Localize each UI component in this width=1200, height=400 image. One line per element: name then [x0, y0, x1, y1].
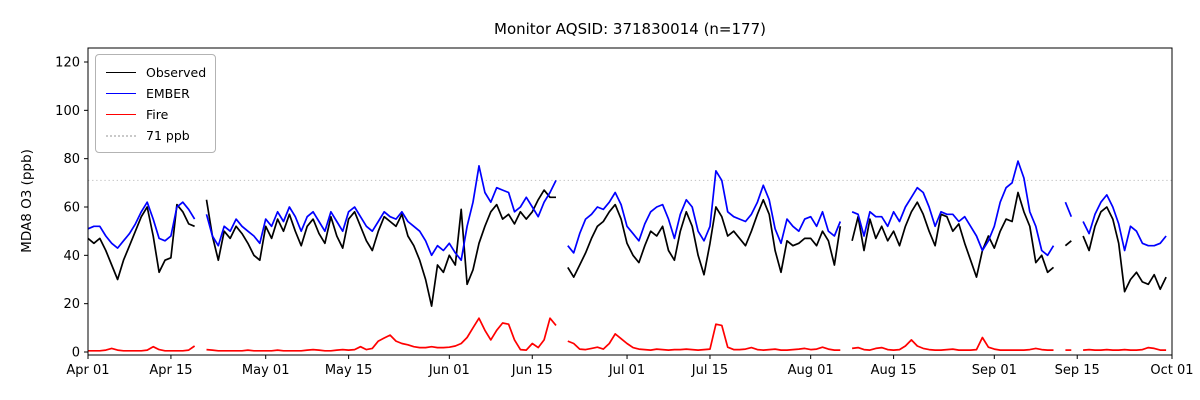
- x-tick-label: May 01: [242, 363, 290, 378]
- series-line-fire: [88, 345, 196, 352]
- legend-item-observed: Observed: [106, 62, 207, 83]
- y-tick-label: 100: [55, 104, 80, 119]
- series-line-observed: [851, 191, 1055, 278]
- series-line-observed: [1082, 206, 1167, 293]
- axis-ticks-group: 0 20 40 60 80 100 120 Apr 01 Apr 15 May 01 May 15 J…: [55, 56, 1193, 379]
- series-line-observed: [567, 198, 842, 278]
- x-tick-label: Sep 15: [1055, 363, 1100, 378]
- series-line-observed: [205, 189, 556, 307]
- legend-item-ember: EMBER: [106, 83, 205, 104]
- legend-swatch-fire: [106, 114, 136, 115]
- series-line-fire: [851, 336, 1054, 351]
- legend-item-fire: Fire: [106, 104, 205, 125]
- x-tick-label: Sep 01: [972, 363, 1017, 378]
- y-tick-label: 80: [63, 152, 80, 167]
- y-tick-label: 60: [63, 201, 80, 216]
- series-line-observed: [1064, 240, 1072, 247]
- x-tick-label: Jul 01: [608, 363, 645, 378]
- series-line-ember: [1082, 194, 1167, 252]
- series-line-ember: [851, 160, 1055, 257]
- legend-item-71-ppb: 71 ppb: [106, 125, 205, 146]
- y-tick-label: 0: [72, 346, 80, 361]
- x-tick-label: Jun 01: [428, 363, 470, 378]
- legend-label: Observed: [146, 65, 207, 80]
- x-tick-label: Apr 01: [66, 363, 109, 378]
- series-line-fire: [1083, 346, 1167, 351]
- legend-swatch-71-ppb: [106, 134, 136, 137]
- x-tick-label: Jun 15: [511, 363, 553, 378]
- plot-frame: [87, 47, 1173, 356]
- series-lines-group: [87, 160, 1167, 352]
- x-tick-label: Oct 01: [1150, 363, 1193, 378]
- series-line-ember: [1064, 201, 1073, 218]
- series-line-observed: [87, 203, 195, 281]
- x-tick-label: Aug 15: [871, 363, 917, 378]
- y-tick-label: 120: [55, 56, 80, 71]
- legend-swatch-ember: [106, 93, 136, 94]
- series-line-ember: [87, 201, 196, 249]
- x-tick-label: Apr 15: [149, 363, 192, 378]
- chart-title: Monitor AQSID: 371830014 (n=177): [494, 20, 766, 38]
- legend-swatch-observed: [106, 72, 136, 73]
- y-axis-label: MDA8 O3 (ppb): [19, 149, 35, 253]
- y-tick-label: 20: [63, 297, 80, 312]
- x-tick-label: May 15: [325, 363, 373, 378]
- series-line-fire: [567, 323, 841, 351]
- legend-label: 71 ppb: [146, 128, 190, 143]
- y-tick-label: 40: [63, 249, 80, 264]
- legend-label: Fire: [146, 107, 169, 122]
- series-line-fire: [206, 317, 557, 352]
- series-line-ember: [205, 165, 557, 262]
- x-tick-label: Aug 01: [788, 363, 834, 378]
- series-line-ember: [567, 169, 842, 254]
- legend: Observed EMBER Fire 71 ppb: [95, 54, 216, 153]
- legend-label: EMBER: [146, 86, 190, 101]
- x-tick-label: Jul 15: [691, 363, 728, 378]
